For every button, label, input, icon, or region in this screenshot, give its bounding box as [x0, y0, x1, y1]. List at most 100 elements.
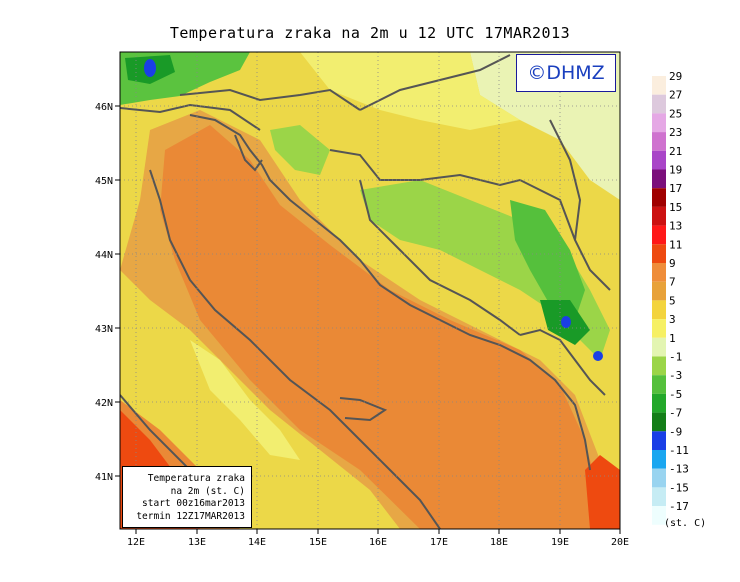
ionian-red [585, 455, 620, 529]
border-montenegro [519, 328, 606, 396]
x-tick-label: 15E [309, 537, 327, 548]
gorski-green [270, 125, 330, 175]
x-axis-labels: 12E 13E 14E 15E 16E 17E 18E 19E 20E [127, 537, 629, 548]
legend-swatch [652, 319, 666, 338]
legend-label: -1 [669, 351, 682, 364]
legend-label: 25 [669, 107, 682, 120]
info-line: na 2m (st. C) [170, 485, 245, 497]
legend-swatch [652, 94, 666, 114]
legend-label: 19 [669, 164, 682, 177]
info-line: start 00z16mar2013 [142, 498, 245, 509]
legend-swatch [652, 244, 666, 263]
border-bosnia-inner [359, 179, 521, 336]
border-austria [120, 103, 261, 131]
legend-swatch [652, 412, 666, 432]
legend-swatch [652, 113, 666, 133]
legend-units: (st. C) [664, 518, 707, 529]
legend-label: 7 [669, 276, 676, 289]
y-tick-label: 44N [95, 250, 113, 261]
dinaric-green-band [360, 180, 610, 360]
coastline-istria [234, 134, 263, 172]
grid-lines [120, 52, 620, 529]
legend-swatch [652, 375, 666, 394]
legend-label: 29 [669, 70, 682, 83]
legend-label: 23 [669, 126, 682, 139]
y-tick-label: 46N [95, 102, 113, 113]
info-box: Temperatura zraka na 2m (st. C) start 00… [122, 466, 252, 528]
info-line: Temperatura zraka [147, 473, 245, 484]
x-tick-label: 17E [430, 537, 448, 548]
dhmz-logo: ©DHMZ [516, 54, 616, 92]
x-tick-label: 20E [611, 537, 629, 548]
map-field [120, 52, 620, 529]
legend-label: -9 [669, 425, 682, 438]
legend-swatch [652, 487, 666, 507]
legend-swatch [652, 132, 666, 151]
legend-label: 5 [669, 294, 676, 307]
legend-swatch [652, 281, 666, 301]
legend-label: -17 [669, 500, 689, 513]
legend-swatch [652, 206, 666, 226]
legend-label: -13 [669, 463, 689, 476]
legend-swatch [652, 188, 666, 207]
legend-label: 1 [669, 332, 676, 345]
alps-blue-spot [144, 59, 156, 77]
legend-swatch [652, 169, 666, 189]
y-tick-label: 45N [95, 176, 113, 187]
legend-swatch [652, 468, 666, 488]
y-axis-labels: 46N 45N 44N 43N 42N 41N [95, 102, 113, 483]
legend-label: -7 [669, 407, 682, 420]
legend-swatch [652, 263, 666, 282]
y-tick-label: 41N [95, 472, 113, 483]
border-serbia [549, 119, 611, 291]
bosnia-green [510, 200, 585, 320]
coastline-gargano [339, 397, 388, 422]
legend-label: -11 [669, 444, 689, 457]
land-light-band [300, 52, 520, 130]
legend-label: 11 [669, 238, 682, 251]
legend-label: -15 [669, 481, 689, 494]
x-tick-label: 19E [551, 537, 569, 548]
map-frame [119, 51, 621, 530]
coastline-italy-east [149, 169, 441, 529]
legend-label: 9 [669, 257, 676, 270]
legend-swatch [652, 225, 666, 245]
x-tick-label: 13E [188, 537, 206, 548]
border-hungary [359, 54, 511, 111]
legend-swatch [652, 506, 666, 525]
x-tick-label: 12E [127, 537, 145, 548]
border-croatia-bosnia [329, 149, 576, 241]
coastline-balkan [189, 114, 591, 471]
map-title: Temperatura zraka na 2m u 12 UTC 17MAR20… [169, 24, 571, 42]
legend-label: 27 [669, 89, 682, 102]
legend-swatch [652, 450, 666, 469]
legend-swatch [652, 76, 666, 95]
adriatic-sea [160, 125, 600, 529]
legend-label: 15 [669, 201, 682, 214]
legend-label: 17 [669, 182, 682, 195]
legend-swatch [652, 300, 666, 320]
x-tick-label: 16E [369, 537, 387, 548]
italy-green-specks [190, 340, 300, 460]
border-slovenia [179, 88, 361, 111]
tick-marks [115, 105, 621, 534]
legend-label: 3 [669, 313, 676, 326]
legend-label: -5 [669, 388, 682, 401]
legend-label: 21 [669, 145, 682, 158]
legend-label: -3 [669, 369, 682, 382]
legend-swatch [652, 356, 666, 376]
montenegro-blue-spot [561, 316, 571, 328]
legend-swatch [652, 150, 666, 170]
legend-swatch [652, 393, 666, 413]
x-tick-label: 14E [248, 537, 266, 548]
x-tick-label: 18E [490, 537, 508, 548]
y-tick-label: 43N [95, 324, 113, 335]
y-tick-label: 42N [95, 398, 113, 409]
legend-swatch [652, 337, 666, 357]
legend-swatch [652, 431, 666, 450]
albania-blue-spot [593, 351, 603, 361]
legend-label: 13 [669, 220, 682, 233]
info-line: termin 12Z17MAR2013 [136, 510, 245, 522]
